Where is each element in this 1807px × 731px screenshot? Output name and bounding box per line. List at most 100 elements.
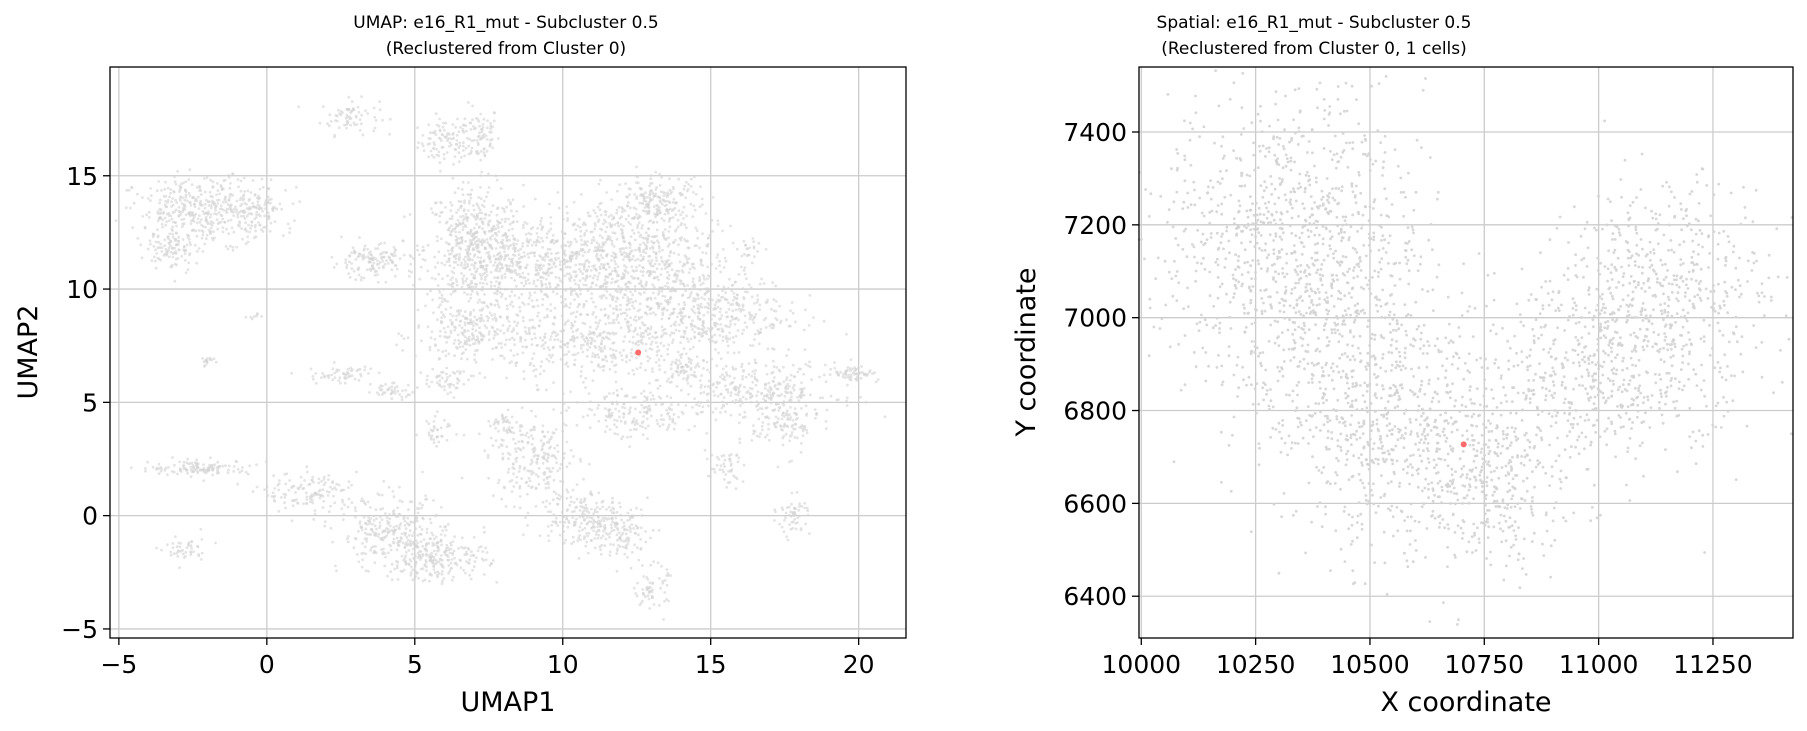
umap-background-point: [242, 209, 246, 213]
umap-background-point: [421, 503, 424, 507]
umap-background-point: [186, 471, 189, 475]
umap-background-point: [368, 260, 372, 264]
umap-background-point: [467, 181, 470, 185]
umap-background-point: [729, 413, 733, 417]
umap-background-point: [454, 257, 458, 261]
umap-background-point: [445, 260, 449, 263]
umap-background-point: [440, 543, 443, 547]
umap-background-point: [489, 287, 493, 291]
umap-background-point: [716, 253, 720, 256]
umap-background-point: [377, 262, 380, 266]
umap-background-point: [479, 127, 483, 131]
umap-background-point: [198, 201, 202, 205]
umap-background-point: [644, 330, 648, 333]
umap-background-point: [693, 285, 697, 289]
umap-background-point: [487, 220, 491, 224]
umap-background-point: [475, 149, 479, 153]
umap-background-point: [698, 318, 702, 321]
umap-background-point: [681, 321, 685, 325]
umap-background-point: [439, 169, 442, 173]
umap-background-point: [595, 335, 599, 338]
umap-background-point: [562, 305, 566, 308]
umap-background-point: [481, 337, 484, 341]
umap-background-point: [453, 288, 457, 292]
umap-background-point: [824, 427, 828, 430]
umap-background-point: [664, 237, 668, 241]
umap-background-point: [716, 223, 720, 226]
umap-background-point: [598, 234, 602, 238]
umap-background-point: [211, 473, 215, 477]
umap-background-point: [731, 400, 735, 403]
umap-background-point: [488, 144, 492, 148]
umap-background-point: [250, 220, 254, 224]
umap-background-point: [774, 425, 778, 429]
umap-background-point: [454, 230, 458, 234]
umap-background-point: [467, 329, 470, 333]
umap-background-point: [381, 118, 384, 122]
umap-background-point: [728, 331, 731, 335]
umap-background-point: [457, 199, 461, 203]
umap-background-point: [655, 220, 659, 224]
umap-background-point: [224, 200, 228, 204]
umap-background-point: [538, 336, 542, 340]
umap-background-point: [534, 368, 538, 371]
umap-background-point: [127, 188, 131, 192]
umap-background-point: [488, 256, 491, 260]
umap-background-point: [329, 485, 332, 489]
umap-background-point: [582, 343, 585, 347]
umap-background-point: [720, 400, 724, 404]
umap-background-point: [635, 195, 639, 199]
umap-background-point: [675, 277, 679, 281]
umap-background-point: [438, 220, 442, 224]
umap-background-point: [683, 284, 686, 288]
umap-background-point: [778, 406, 782, 409]
umap-background-point: [706, 287, 710, 290]
umap-background-point: [442, 121, 445, 125]
umap-background-point: [477, 226, 481, 229]
umap-background-point: [616, 313, 620, 317]
umap-background-point: [634, 315, 637, 318]
umap-background-point: [249, 226, 252, 230]
umap-background-point: [722, 404, 725, 408]
umap-background-point: [176, 170, 180, 173]
umap-background-point: [654, 341, 658, 344]
umap-background-point: [481, 123, 485, 126]
umap-background-point: [480, 170, 484, 174]
umap-background-point: [223, 178, 227, 182]
umap-background-point: [350, 100, 354, 104]
umap-background-point: [198, 189, 202, 193]
umap-background-point: [613, 280, 617, 284]
umap-background-point: [511, 262, 515, 265]
umap-background-point: [166, 473, 169, 476]
umap-background-point: [409, 571, 413, 575]
umap-background-point: [244, 242, 248, 246]
umap-background-point: [722, 266, 726, 269]
umap-background-point: [586, 414, 590, 417]
umap-background-point: [574, 228, 578, 232]
umap-background-point: [473, 358, 476, 361]
umap-background-point: [470, 337, 474, 341]
umap-background-point: [804, 404, 808, 408]
umap-background-point: [359, 278, 363, 282]
umap-background-point: [733, 322, 737, 326]
umap-background-point: [687, 315, 691, 319]
umap-background-point: [845, 396, 849, 400]
umap-background-point: [661, 311, 665, 315]
umap-background-point: [586, 211, 590, 215]
umap-background-point: [689, 202, 693, 206]
umap-background-point: [775, 421, 778, 425]
umap-background-point: [718, 259, 721, 263]
umap-background-point: [716, 284, 720, 288]
umap-background-point: [503, 250, 506, 254]
umap-background-point: [331, 540, 334, 544]
umap-background-point: [702, 391, 706, 394]
umap-background-point: [242, 211, 246, 215]
umap-background-point: [251, 201, 255, 205]
umap-background-point: [468, 199, 471, 203]
umap-background-point: [710, 327, 714, 331]
umap-background-point: [583, 262, 587, 266]
umap-background-point: [637, 231, 640, 234]
umap-background-point: [478, 124, 481, 128]
umap-background-point: [157, 240, 161, 244]
umap-background-point: [376, 535, 380, 538]
